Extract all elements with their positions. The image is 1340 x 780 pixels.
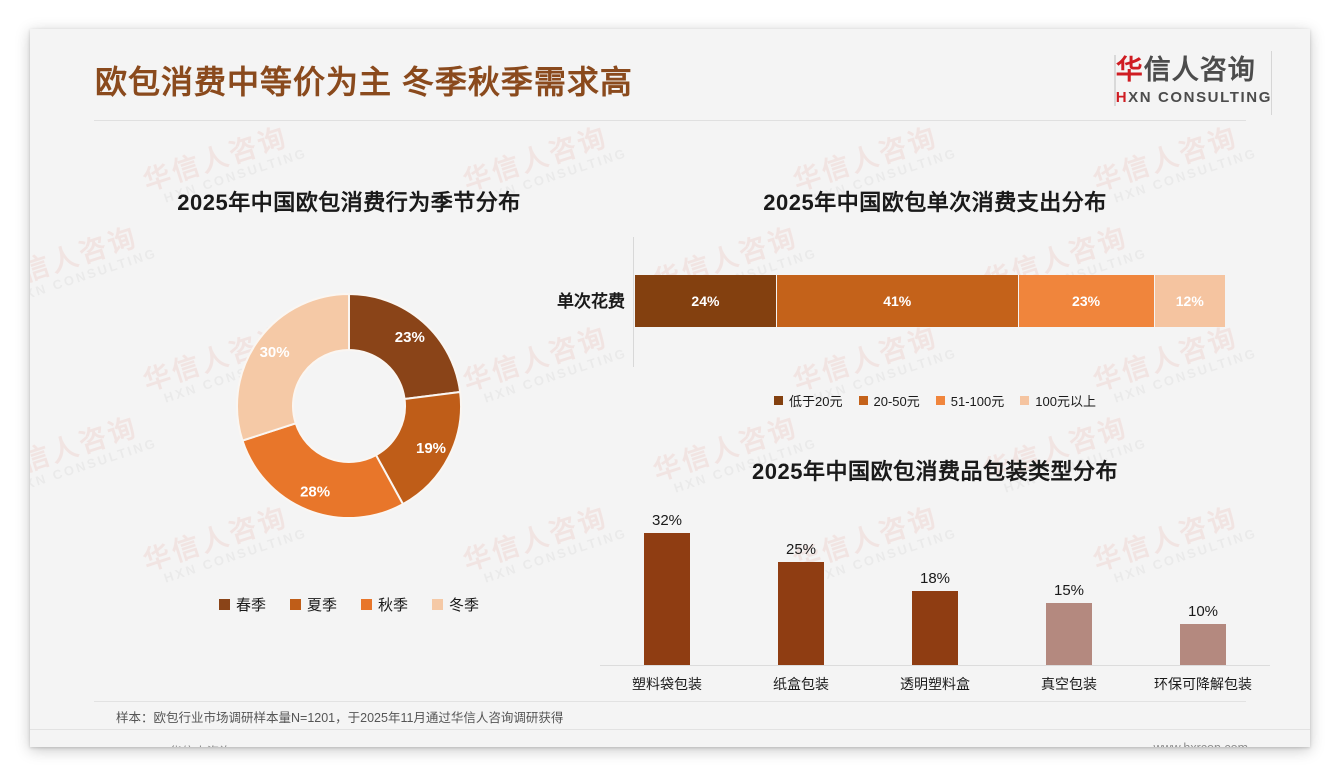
spend-distribution-chart: 2025年中国欧包单次消费支出分布 单次花费 24% 41% 23% 12% 低于20… [557,169,1255,419]
column-value-label: 32% [651,512,683,530]
legend-label: 20-50元 [873,394,920,409]
legend-label: 夏季 [306,597,337,614]
column-chart-area: 32% 塑料袋包装 25% 纸盒包装 18% 透明塑料盒 15% 真空包装 10% 环保可降解包装 [600,502,1270,702]
company-logo: 华信人咨询 HXN CONSULTING [1113,55,1272,107]
donut-chart-area: 23% 19% 28% 30% [94,241,604,581]
header-divider [94,120,1246,121]
legend-swatch-icon [218,599,230,610]
legend-swatch-icon [774,396,784,405]
donut-slice[interactable] [235,292,350,442]
legend-item[interactable]: 冬季 [432,594,479,615]
column-bar[interactable] [644,533,690,665]
stacked-bar: 24% 41% 23% 12% [635,275,1225,327]
spend-chart-title: 2025年中国欧包单次消费支出分布 [763,190,1107,215]
column-category-label: 塑料袋包装 [632,676,702,692]
source-divider [94,701,1246,702]
legend-label: 低于20元 [789,394,843,409]
logo-chinese-accent: 华 [1115,55,1144,85]
slide-header: 欧包消费中等价为主 冬季秋季需求高 华信人咨询 HXN CONSULTING [30,29,1310,121]
legend-label: 100元以上 [1035,394,1096,409]
donut-svg: 23% 19% 28% 30% [235,292,462,519]
column-bar[interactable] [1180,623,1226,665]
legend-item[interactable]: 春季 [218,594,266,615]
website-link[interactable]: www.hxrcon.com [1154,741,1248,747]
season-distribution-chart: 2025年中国欧包消费行为季节分布 23% 19% 28% 30% 春季 夏季 秋季 冬季 [94,169,604,669]
stacked-bar-segment[interactable]: 24% [635,275,777,327]
stacked-bar-area: 单次花费 24% 41% 23% 12% [557,237,1255,377]
packaging-chart-title: 2025年中国欧包消费品包装类型分布 [752,459,1118,484]
legend-label: 春季 [235,597,266,614]
logo-divider [1271,51,1272,115]
legend-item[interactable]: 夏季 [289,594,337,615]
legend-swatch-icon [432,599,444,610]
donut-slice[interactable] [348,292,462,401]
column-bar[interactable] [912,591,958,665]
donut-slice-label: 30% [260,344,290,361]
column-chart-baseline [600,665,1270,666]
column-category-label: 纸盒包装 [773,676,829,692]
column-group: 25% [734,541,868,665]
column-category-label: 真空包装 [1041,676,1097,692]
page-title: 欧包消费中等价为主 冬季秋季需求高 [95,64,633,100]
column-bar[interactable] [1046,603,1092,665]
column-group: 18% [868,570,1002,665]
column-group: 10% [1136,603,1270,665]
spend-chart-legend: 低于20元 20-50元 51-100元 100元以上 [615,391,1255,410]
logo-english-accent: H [1115,89,1129,107]
logo-chinese: 华信人咨询 [1116,55,1272,86]
packaging-distribution-chart: 2025年中国欧包消费品包装类型分布 32% 塑料袋包装 25% 纸盒包装 18% 透明塑… [590,444,1280,714]
column-category-label: 环保可降解包装 [1154,676,1252,692]
stacked-bar-segment[interactable]: 12% [1154,275,1225,327]
copyright-text: ©2026.1 HXR华信人咨询 [92,741,232,747]
legend-item[interactable]: 100元以上 [1020,391,1096,410]
stacked-bar-axis-line [633,237,634,367]
legend-swatch-icon [1020,396,1030,405]
legend-swatch-icon [361,599,372,610]
stacked-bar-category-label: 单次花费 [557,292,625,311]
column-value-label: 15% [1053,582,1085,600]
donut-slice-label: 28% [300,484,330,501]
source-note: 样本：欧包行业市场调研样本量N=1201，于2025年11月通过华信人咨询调研获… [116,711,564,725]
column-value-label: 18% [919,570,951,587]
season-chart-title: 2025年中国欧包消费行为季节分布 [177,190,521,215]
logo-chinese-rest: 信人咨询 [1143,55,1256,85]
column-group: 32% [600,512,734,665]
column-value-label: 25% [785,541,817,559]
column-category-label: 透明塑料盒 [900,676,970,692]
donut-slice-label: 23% [395,329,425,346]
donut-slice-label: 19% [416,440,446,457]
legend-swatch-icon [935,396,945,405]
column-bar[interactable] [778,562,824,665]
logo-english-rest: XN CONSULTING [1128,89,1272,107]
legend-item[interactable]: 51-100元 [935,391,1005,410]
legend-label: 51-100元 [950,394,1005,409]
legend-item[interactable]: 低于20元 [774,391,843,410]
stacked-bar-segment[interactable]: 41% [776,275,1019,327]
stacked-bar-segment[interactable]: 23% [1018,275,1155,327]
column-value-label: 10% [1187,602,1219,620]
column-group: 15% [1002,582,1136,665]
slide-footer: ©2026.1 HXR华信人咨询 www.hxrcon.com [30,729,1310,747]
legend-item[interactable]: 秋季 [361,594,408,615]
slide-card: 华信人咨询 HXN CONSULTING 华信人咨询 HXN CONSULTING 华信… [30,29,1310,747]
legend-label: 秋季 [378,597,409,614]
footer-divider [30,729,1310,730]
legend-item[interactable]: 20-50元 [858,391,920,410]
legend-label: 冬季 [449,597,480,614]
season-chart-legend: 春季 夏季 秋季 冬季 [94,594,604,615]
donut-slice[interactable] [241,422,405,519]
donut-slice[interactable] [374,390,462,506]
legend-swatch-icon [858,396,868,405]
logo-english: HXN CONSULTING [1116,89,1272,106]
legend-swatch-icon [289,599,301,610]
